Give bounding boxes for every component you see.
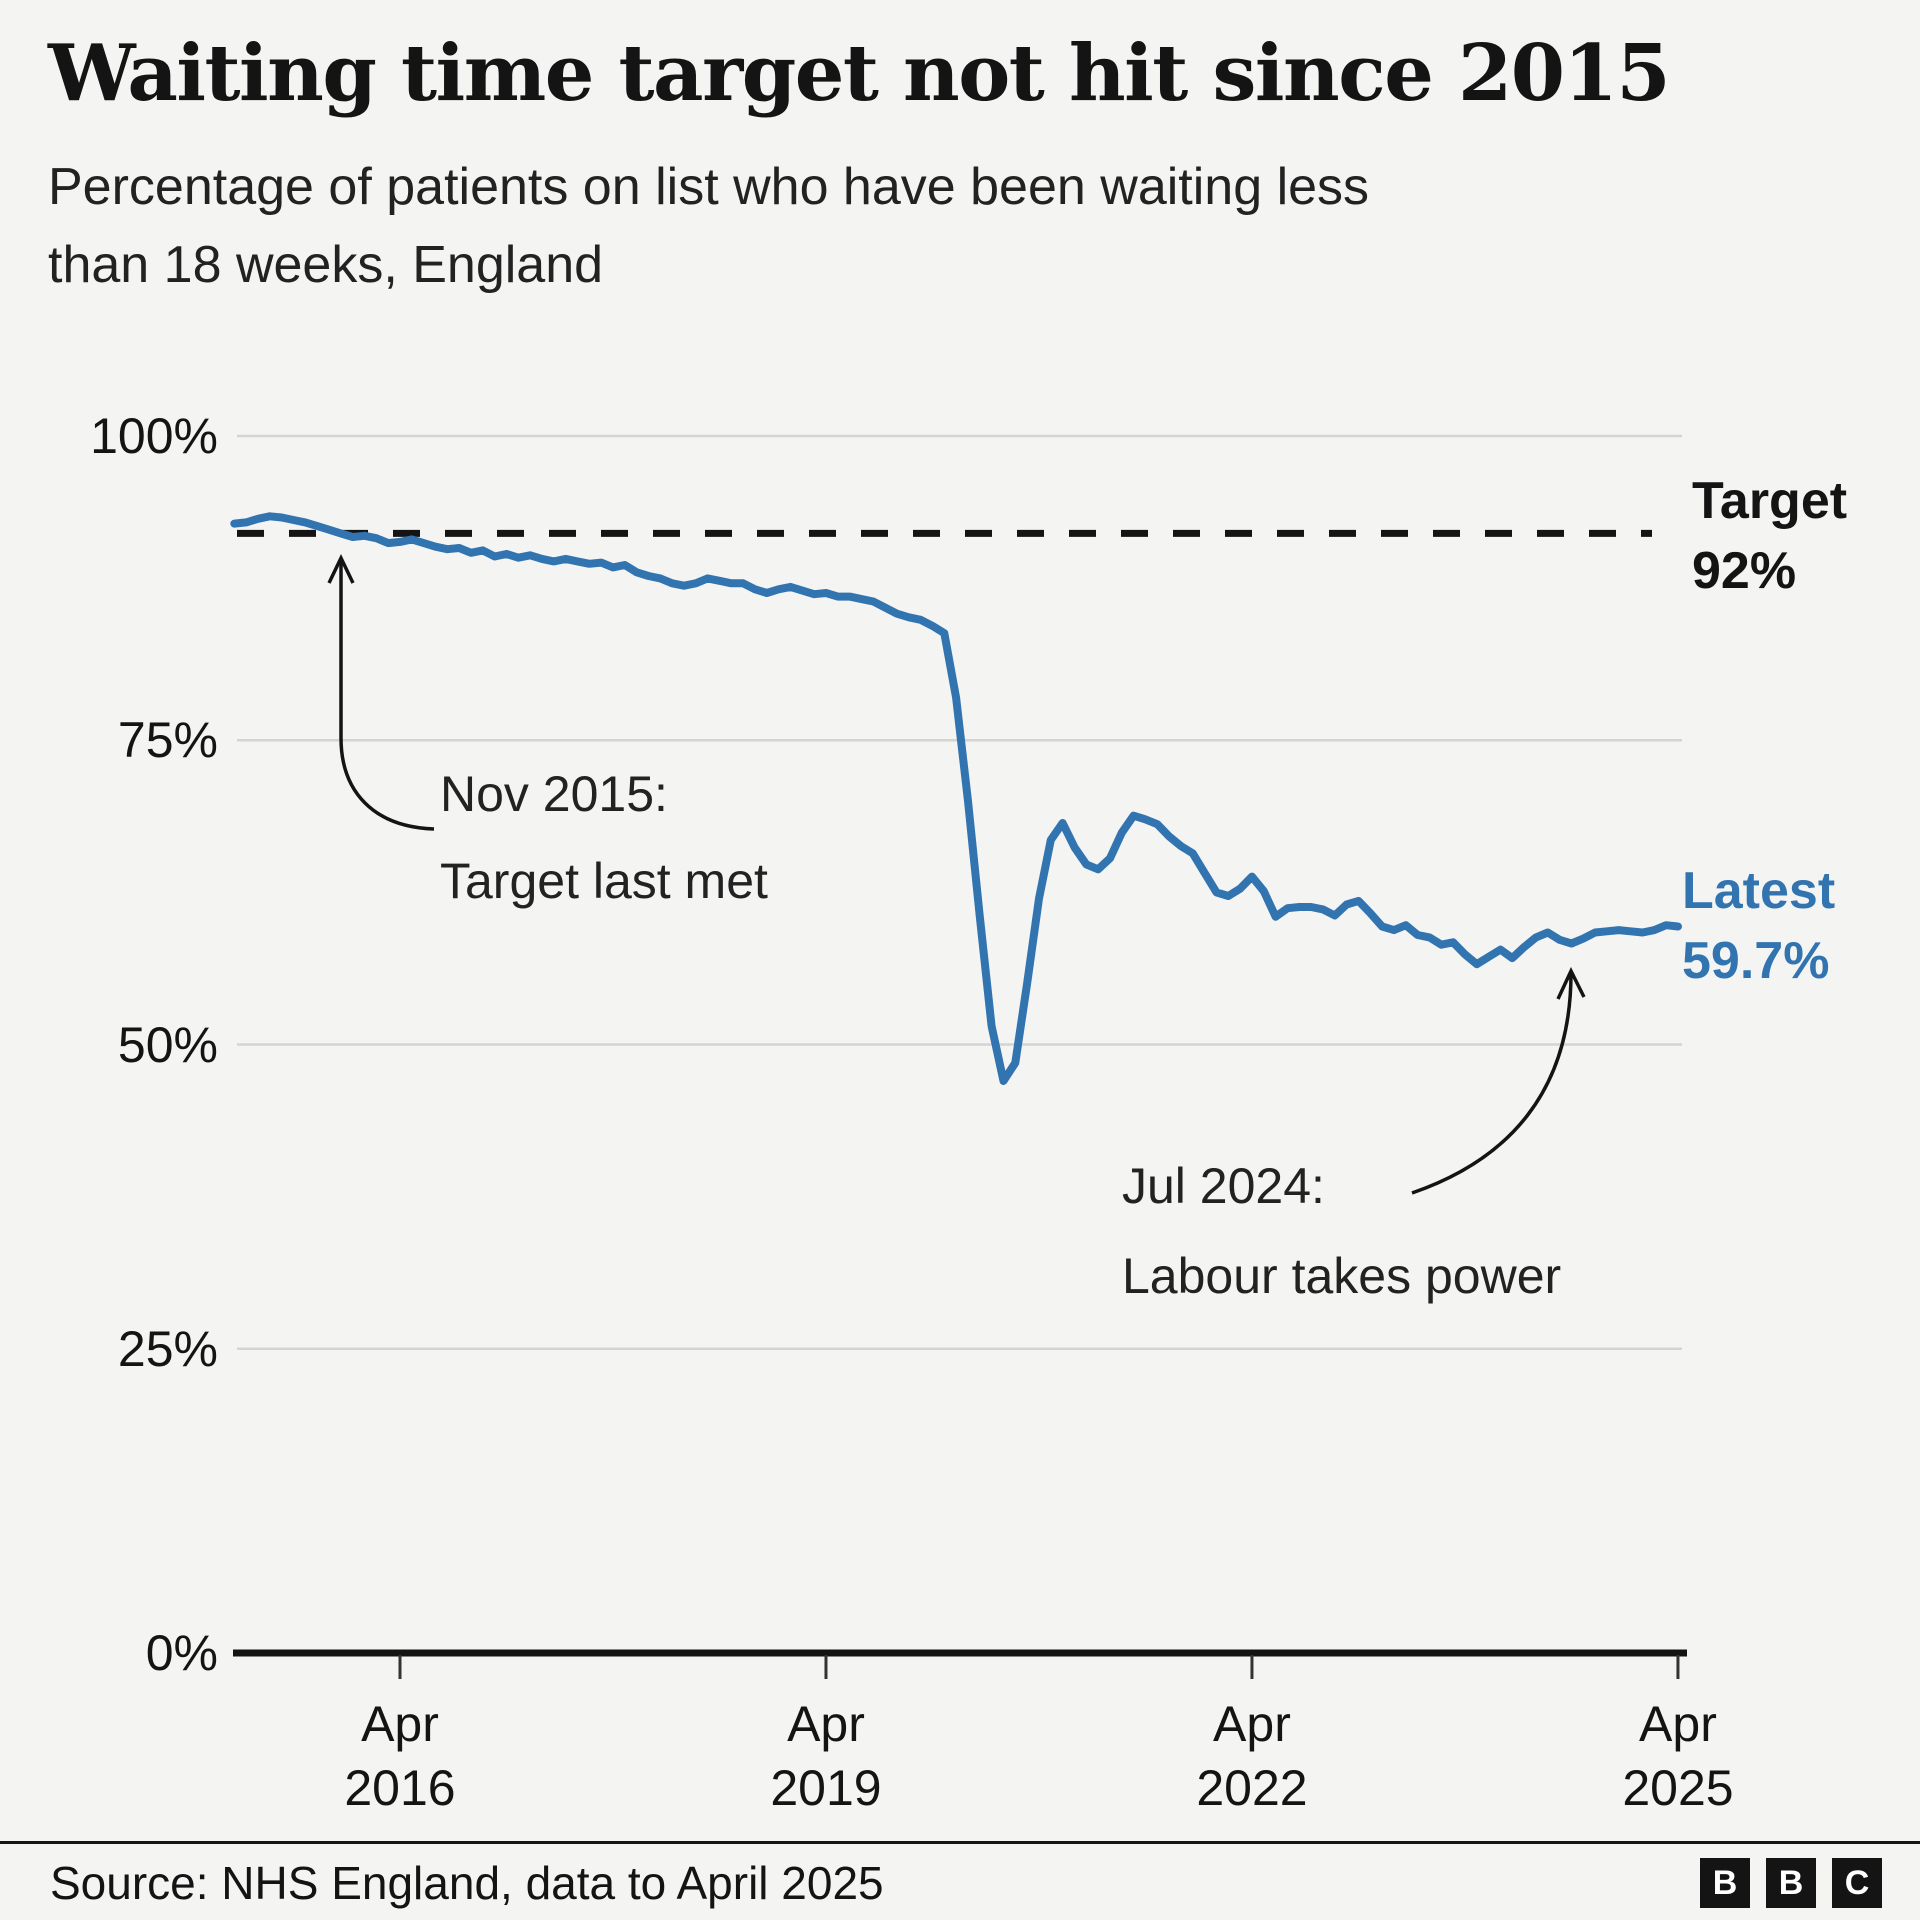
latest-label-value: 59.7% [1682, 932, 1830, 990]
y-tick-label-75: 75% [117, 712, 218, 769]
bbc-logo-block-1: B [1700, 1858, 1750, 1908]
y-tick-label-100: 100% [90, 408, 218, 464]
data-line [230, 512, 1682, 1085]
x-tick-label-2025: Apr 2025 [1583, 1692, 1773, 1820]
x-tick-month: Apr [1213, 1696, 1291, 1752]
x-tick-year: 2025 [1622, 1760, 1734, 1816]
annotation-nov2015-line2: Target last met [440, 853, 768, 909]
annotation-nov2015-line1: Nov 2015: [440, 766, 668, 822]
source-caption: Source: NHS England, data to April 2025 [50, 1857, 884, 1909]
footer-divider [0, 1841, 1920, 1844]
x-tick-label-2019: Apr 2019 [731, 1692, 921, 1820]
arrowhead-nov2015-icon [327, 553, 355, 584]
arrow-nov2015 [339, 562, 435, 831]
y-tick-label-25: 25% [117, 1320, 218, 1377]
bbc-logo-block-3: C [1832, 1858, 1882, 1908]
latest-value-label: Latest 59.7% [1682, 856, 1835, 996]
x-tick-label-2016: Apr 2016 [305, 1692, 495, 1820]
x-tick-year: 2016 [344, 1760, 456, 1816]
x-tick-month: Apr [1639, 1696, 1717, 1752]
arrow-jul2024 [1411, 972, 1573, 1195]
annotation-jul2024-line1: Jul 2024: [1122, 1158, 1325, 1214]
page-title: Waiting time target not hit since 2015 [48, 28, 1671, 119]
x-tick-year: 2019 [770, 1760, 882, 1816]
x-tick-month: Apr [787, 1696, 865, 1752]
x-tick-month: Apr [361, 1696, 439, 1752]
arrowhead-jul2024-icon [1556, 966, 1586, 1000]
subtitle-line-1: Percentage of patients on list who have … [48, 158, 1370, 216]
latest-label-word: Latest [1682, 862, 1836, 920]
target-label-word: Target [1692, 472, 1848, 530]
y-tick-label-0: 0% [145, 1625, 218, 1681]
y-tick-label-50: 50% [117, 1016, 218, 1073]
target-label-value: 92% [1692, 542, 1797, 600]
x-tick-label-2022: Apr 2022 [1157, 1692, 1347, 1820]
target-line-label: Target 92% [1692, 466, 1847, 606]
subtitle-line-2: than 18 weeks, England [48, 236, 604, 294]
chart-subtitle: Percentage of patients on list who have … [48, 148, 1648, 304]
x-tick-year: 2022 [1196, 1760, 1308, 1816]
annotation-jul2024-line2: Labour takes power [1122, 1248, 1562, 1304]
bbc-logo-block-2: B [1766, 1858, 1816, 1908]
